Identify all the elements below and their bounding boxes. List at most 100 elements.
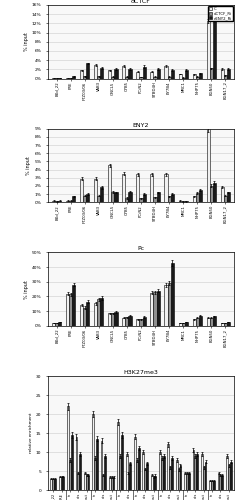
Bar (179, 323, 182, 326)
Bar (159, 452, 161, 490)
Bar (150, 293, 154, 326)
Bar (127, 473, 129, 490)
Bar (213, 480, 215, 490)
Bar (58, 200, 61, 202)
Bar (171, 458, 173, 490)
Bar (114, 69, 118, 78)
Bar (207, 318, 210, 326)
Legend: C, dCTCF_Ri, eENY2_Ri: C, dCTCF_Ri, eENY2_Ri (208, 6, 233, 22)
Bar (221, 186, 224, 202)
Bar (69, 294, 72, 326)
Bar (171, 194, 174, 202)
Bar (83, 196, 86, 202)
Bar (58, 322, 61, 326)
Bar (122, 174, 125, 202)
Bar (151, 475, 153, 490)
Bar (209, 480, 211, 490)
Bar (80, 70, 83, 78)
Bar (150, 72, 154, 78)
Bar (157, 192, 160, 202)
Bar (134, 437, 136, 490)
Bar (199, 74, 202, 78)
Bar (196, 454, 198, 490)
Bar (153, 476, 154, 490)
Y-axis label: relative enrichment: relative enrichment (29, 413, 33, 454)
Title: H3K27me3: H3K27me3 (124, 370, 158, 375)
Bar (92, 414, 94, 490)
Bar (128, 316, 132, 326)
Bar (186, 473, 188, 490)
Bar (72, 76, 75, 78)
Bar (167, 76, 171, 78)
Bar (154, 198, 157, 202)
Bar (125, 76, 128, 78)
Bar (94, 303, 97, 326)
Bar (111, 76, 114, 78)
Bar (140, 320, 142, 326)
Bar (142, 452, 144, 490)
Bar (128, 192, 132, 202)
Y-axis label: % input: % input (27, 156, 32, 175)
Bar (164, 284, 167, 326)
Bar (94, 178, 97, 202)
Bar (55, 323, 58, 326)
Bar (69, 200, 72, 202)
Bar (164, 174, 167, 202)
Bar (83, 308, 86, 326)
Bar (203, 467, 205, 490)
Bar (196, 193, 199, 202)
Bar (72, 284, 75, 326)
Bar (94, 65, 97, 78)
Bar (182, 323, 185, 326)
Bar (193, 196, 196, 202)
Bar (179, 200, 182, 202)
Bar (94, 458, 96, 490)
Title: dCTCF: dCTCF (131, 0, 151, 4)
Bar (52, 200, 55, 202)
Bar (193, 320, 196, 326)
Bar (167, 196, 171, 202)
Bar (100, 298, 103, 326)
Bar (213, 10, 216, 78)
Bar (188, 473, 190, 490)
Bar (67, 406, 69, 490)
Bar (97, 196, 100, 202)
Bar (218, 473, 220, 490)
Bar (207, 21, 210, 78)
Bar (96, 438, 98, 490)
Bar (80, 306, 83, 326)
Bar (72, 196, 75, 202)
Bar (180, 466, 181, 490)
Bar (213, 182, 216, 202)
Bar (142, 66, 146, 78)
Bar (196, 76, 199, 78)
Bar (221, 69, 224, 78)
Bar (108, 314, 111, 326)
Bar (86, 194, 89, 202)
Bar (228, 466, 230, 490)
Bar (171, 262, 174, 326)
Bar (100, 68, 103, 78)
Bar (185, 70, 188, 78)
Bar (97, 300, 100, 326)
Bar (140, 198, 142, 202)
Bar (140, 77, 142, 78)
Bar (221, 475, 223, 490)
Bar (87, 475, 89, 490)
Bar (125, 198, 128, 202)
Bar (122, 66, 125, 78)
Bar (79, 454, 81, 490)
Bar (104, 456, 106, 490)
Bar (69, 460, 71, 490)
Bar (201, 454, 203, 490)
Bar (80, 178, 83, 202)
Bar (122, 318, 125, 326)
Bar (154, 292, 157, 326)
Bar (169, 467, 171, 490)
Bar (150, 174, 154, 202)
Bar (84, 473, 86, 490)
Bar (167, 444, 169, 490)
Bar (102, 475, 104, 490)
Bar (179, 74, 182, 78)
Bar (227, 192, 230, 202)
